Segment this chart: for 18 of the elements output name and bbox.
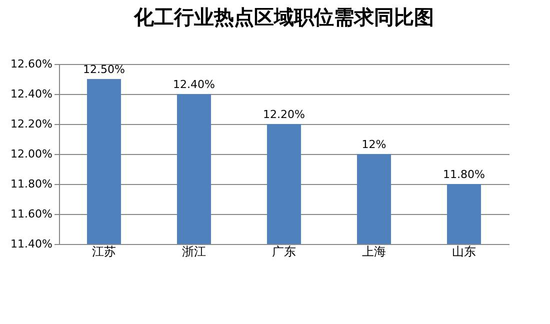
x-tick-label: 上海	[362, 244, 386, 258]
y-tick-label: 11.60%	[10, 208, 52, 220]
chart-title: 化工行业热点区域职位需求同比图	[133, 5, 434, 29]
y-tick-label: 12.60%	[10, 58, 52, 70]
x-tick-label: 广东	[272, 244, 296, 258]
y-tick-label: 11.40%	[10, 238, 52, 250]
y-tick-label: 12.00%	[10, 148, 52, 160]
y-tick-label: 11.80%	[10, 178, 52, 190]
y-tick-label: 12.20%	[10, 118, 52, 130]
x-tick-label: 浙江	[182, 244, 206, 258]
x-tick-label: 江苏	[92, 244, 116, 258]
data-label: 12.40%	[173, 78, 215, 91]
data-label: 12.50%	[83, 63, 125, 76]
y-tick-label: 12.40%	[10, 88, 52, 100]
data-label: 12.20%	[263, 108, 305, 121]
data-label: 12%	[362, 138, 386, 151]
data-label: 11.80%	[443, 168, 485, 181]
x-tick-label: 山东	[452, 244, 476, 258]
